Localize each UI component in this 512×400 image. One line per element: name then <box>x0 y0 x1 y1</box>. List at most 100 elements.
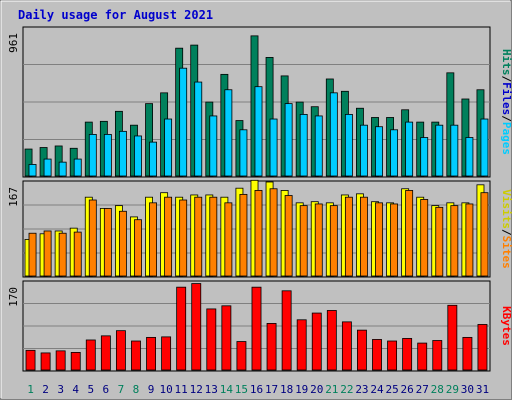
bar-sites-day-8 <box>134 219 142 277</box>
bar-kbytes-day-31 <box>477 324 488 371</box>
bar-sites-day-3 <box>58 232 67 277</box>
bar-kbytes-day-21 <box>326 310 337 371</box>
bar-sites-day-7 <box>118 210 127 277</box>
bar-files-day-25 <box>390 129 399 177</box>
bar-kbytes-day-27 <box>417 342 428 371</box>
bar-kbytes-day-23 <box>357 329 367 371</box>
day-label-13: 13 <box>205 383 218 396</box>
bar-kbytes-day-16 <box>251 286 262 371</box>
bar-files-day-12 <box>194 81 203 177</box>
bar-sites-day-22 <box>344 196 353 277</box>
bar-sites-day-14 <box>224 202 233 277</box>
bar-kbytes-day-14 <box>221 305 232 371</box>
bar-sites-day-26 <box>405 190 414 277</box>
day-label-16: 16 <box>250 383 263 396</box>
day-label-24: 24 <box>370 383 384 396</box>
day-label-29: 29 <box>446 383 459 396</box>
side-label-part: Visits <box>500 189 512 229</box>
bar-files-day-23 <box>360 124 368 177</box>
bar-files-day-5 <box>88 134 97 177</box>
bar-files-day-13 <box>209 115 218 177</box>
y-max-label-pages-files-hits: 961 <box>7 33 20 53</box>
bar-files-day-2 <box>43 158 52 177</box>
chart-panels: 961 Hits/Files/Pages 167 Visits/Sites 170 KBy… <box>7 26 512 372</box>
bar-files-day-4 <box>73 158 82 177</box>
side-label-part: KBytes <box>500 306 512 346</box>
bar-kbytes-day-13 <box>206 308 217 371</box>
day-label-7: 7 <box>118 383 125 396</box>
bar-sites-day-24 <box>375 202 383 277</box>
day-label-21: 21 <box>325 383 338 396</box>
bar-kbytes-day-28 <box>432 340 443 371</box>
bar-sites-day-19 <box>299 205 308 277</box>
bar-sites-day-27 <box>420 199 429 277</box>
bar-sites-day-17 <box>269 188 278 277</box>
day-label-19: 19 <box>295 383 308 396</box>
day-label-10: 10 <box>159 383 172 396</box>
day-label-6: 6 <box>103 383 110 396</box>
bar-sites-day-15 <box>239 193 248 277</box>
side-label-kbytes: KBytes <box>500 306 512 346</box>
bar-files-day-15 <box>239 129 248 177</box>
day-label-17: 17 <box>265 383 278 396</box>
side-label-part: / <box>500 76 512 83</box>
day-label-1: 1 <box>27 383 34 396</box>
bar-sites-day-1 <box>28 232 37 277</box>
bar-kbytes-day-25 <box>387 340 398 371</box>
bar-kbytes-day-19 <box>296 319 307 371</box>
bar-kbytes-day-11 <box>176 286 187 371</box>
side-label-part: Pages <box>500 122 512 155</box>
panel-pages-files-hits: 961 Hits/Files/Pages <box>7 26 512 178</box>
bar-kbytes-day-10 <box>161 336 172 371</box>
bar-kbytes-day-22 <box>341 321 352 371</box>
side-label-pages-files-hits: Hits/Files/Pages <box>500 49 512 155</box>
bar-sites-day-11 <box>179 199 188 277</box>
bar-kbytes-day-9 <box>146 336 156 371</box>
bar-kbytes-day-2 <box>40 352 51 371</box>
day-label-27: 27 <box>416 383 429 396</box>
bar-files-day-24 <box>375 126 383 177</box>
bar-files-day-8 <box>134 135 142 177</box>
bar-sites-day-30 <box>465 203 474 277</box>
day-label-9: 9 <box>148 383 155 396</box>
bar-kbytes-day-18 <box>281 290 292 371</box>
bar-sites-day-12 <box>194 196 203 277</box>
bar-sites-day-25 <box>390 203 399 277</box>
bar-hits-day-3 <box>54 145 63 177</box>
day-label-28: 28 <box>431 383 444 396</box>
panel-kbytes: 170 KBytes <box>7 280 512 372</box>
bar-sites-day-28 <box>435 206 444 277</box>
day-label-3: 3 <box>57 383 64 396</box>
day-label-2: 2 <box>42 383 49 396</box>
bar-files-day-29 <box>450 124 459 177</box>
bar-hits-day-1 <box>24 148 33 177</box>
bar-files-day-26 <box>405 121 414 177</box>
bar-files-day-6 <box>103 134 112 177</box>
side-label-part: / <box>500 115 512 122</box>
bar-sites-day-21 <box>329 205 338 277</box>
bar-files-day-31 <box>480 118 489 177</box>
bar-hits-day-29 <box>446 72 455 177</box>
bar-kbytes-day-30 <box>462 336 473 371</box>
bar-files-day-7 <box>118 130 127 177</box>
bar-files-day-30 <box>465 137 474 177</box>
bar-sites-day-4 <box>73 231 82 277</box>
day-labels: 1 2 3 4 5 6 7 8 9 10 11 12 13 14 15 16 17 18 19 20 21 22 23 24 2… <box>27 383 489 396</box>
bar-kbytes-day-1 <box>25 349 36 371</box>
bar-sites-day-9 <box>149 202 157 277</box>
side-label-part: / <box>500 229 512 236</box>
panel-sites-visits: 167 Visits/Sites <box>7 179 512 278</box>
bar-sites-day-16 <box>254 190 263 277</box>
day-label-8: 8 <box>133 383 140 396</box>
day-label-18: 18 <box>280 383 293 396</box>
bar-kbytes-day-15 <box>236 341 247 371</box>
bar-files-day-14 <box>224 89 233 177</box>
bar-sites-day-31 <box>480 192 489 277</box>
day-label-15: 15 <box>235 383 248 396</box>
bar-files-day-27 <box>420 137 429 177</box>
bar-files-day-20 <box>314 115 323 177</box>
bar-sites-day-5 <box>88 199 97 277</box>
y-max-label-kbytes: 170 <box>7 287 20 307</box>
day-label-4: 4 <box>72 383 79 396</box>
